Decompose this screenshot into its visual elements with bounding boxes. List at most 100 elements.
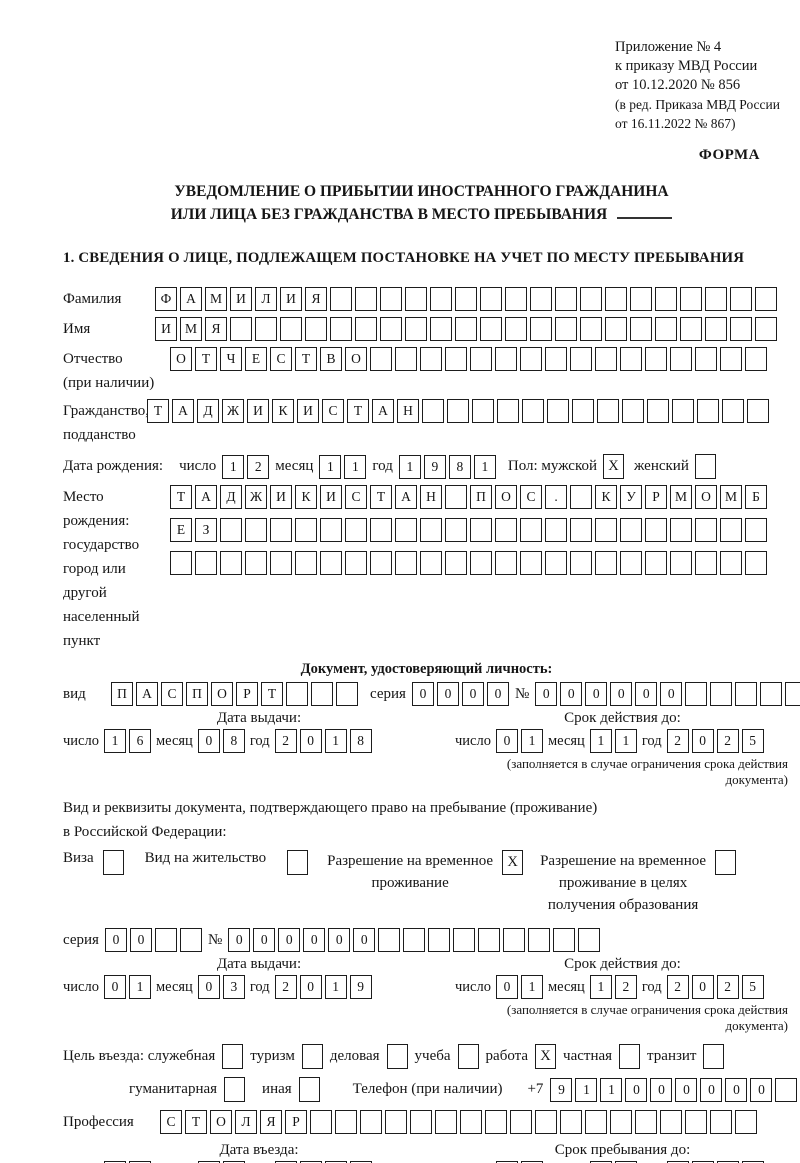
visa-checkbox[interactable] — [102, 850, 124, 875]
char-cell[interactable] — [710, 1110, 732, 1134]
char-cell[interactable] — [380, 287, 402, 311]
char-cell[interactable]: 1 — [319, 454, 342, 479]
char-cell[interactable]: 0 — [610, 682, 633, 706]
char-cell[interactable]: 0 — [278, 928, 301, 952]
char-cell[interactable]: О — [211, 682, 233, 706]
char-cell[interactable]: 0 — [486, 682, 509, 706]
char-cell[interactable]: П — [111, 682, 133, 706]
char-cell[interactable] — [685, 1110, 707, 1134]
char-cell[interactable]: 0 — [660, 682, 683, 706]
entry-day-input[interactable]: 27 — [103, 1161, 151, 1163]
char-cell[interactable] — [445, 518, 467, 542]
char-cell[interactable] — [472, 399, 494, 423]
char-cell[interactable] — [428, 928, 451, 952]
char-cell[interactable]: С — [161, 682, 183, 706]
char-cell[interactable] — [745, 347, 767, 371]
char-cell[interactable]: 2 — [274, 1161, 297, 1163]
char-cell[interactable]: Е — [245, 347, 267, 371]
char-cell[interactable]: Л — [255, 287, 277, 311]
char-cell[interactable]: О — [695, 485, 717, 509]
char-cell[interactable] — [605, 317, 627, 341]
char-cell[interactable]: 2 — [666, 975, 689, 999]
char-cell[interactable]: 1 — [614, 729, 637, 753]
char-cell[interactable] — [430, 287, 452, 311]
char-cell[interactable]: А — [395, 485, 417, 509]
char-cell[interactable] — [179, 928, 202, 952]
char-cell[interactable] — [670, 518, 692, 542]
char-cell[interactable]: Л — [235, 1110, 257, 1134]
char-cell[interactable]: 2 — [247, 454, 270, 479]
char-cell[interactable] — [478, 928, 501, 952]
char-cell[interactable]: С — [322, 399, 344, 423]
char-cell[interactable]: Н — [420, 485, 442, 509]
char-cell[interactable] — [695, 551, 717, 575]
purpose-official-checkbox[interactable] — [222, 1044, 244, 1069]
char-cell[interactable] — [695, 347, 717, 371]
char-cell[interactable] — [695, 518, 717, 542]
char-cell[interactable] — [580, 317, 602, 341]
char-cell[interactable] — [420, 518, 442, 542]
char-cell[interactable] — [745, 518, 767, 542]
char-cell[interactable]: Т — [195, 347, 217, 371]
char-cell[interactable]: И — [320, 485, 342, 509]
char-cell[interactable]: Ч — [220, 347, 242, 371]
char-cell[interactable] — [785, 682, 800, 706]
char-cell[interactable]: 2 — [666, 729, 689, 753]
char-cell[interactable] — [775, 1077, 798, 1102]
char-cell[interactable] — [220, 518, 242, 542]
char-cell[interactable]: Т — [170, 485, 192, 509]
char-cell[interactable] — [720, 551, 742, 575]
char-cell[interactable] — [555, 287, 577, 311]
purpose-humanitarian-checkbox[interactable] — [224, 1077, 246, 1102]
char-cell[interactable]: И — [155, 317, 177, 341]
char-cell[interactable] — [672, 399, 694, 423]
char-cell[interactable] — [572, 399, 594, 423]
char-cell[interactable]: 6 — [128, 729, 151, 753]
char-cell[interactable]: 0 — [535, 682, 558, 706]
char-cell[interactable] — [245, 551, 267, 575]
char-cell[interactable] — [735, 1110, 757, 1134]
char-cell[interactable]: 1 — [589, 975, 612, 999]
char-cell[interactable]: И — [230, 287, 252, 311]
char-cell[interactable]: 1 — [600, 1077, 623, 1102]
temp-residence-edu-checkbox[interactable] — [715, 850, 737, 875]
char-cell[interactable]: К — [295, 485, 317, 509]
char-cell[interactable] — [755, 287, 777, 311]
char-cell[interactable]: Т — [347, 399, 369, 423]
char-cell[interactable] — [445, 347, 467, 371]
char-cell[interactable]: 0 — [691, 975, 714, 999]
char-cell[interactable]: 0 — [691, 1161, 714, 1163]
char-cell[interactable] — [722, 399, 744, 423]
char-cell[interactable]: Т — [370, 485, 392, 509]
char-cell[interactable] — [520, 518, 542, 542]
char-cell[interactable]: А — [195, 485, 217, 509]
char-cell[interactable]: О — [495, 485, 517, 509]
char-cell[interactable] — [445, 551, 467, 575]
char-cell[interactable] — [530, 317, 552, 341]
temp-residence-checkbox[interactable]: X — [502, 850, 524, 875]
char-cell[interactable]: 0 — [495, 975, 518, 999]
char-cell[interactable] — [760, 682, 783, 706]
char-cell[interactable] — [480, 317, 502, 341]
char-cell[interactable]: 2 — [103, 1161, 126, 1163]
char-cell[interactable]: С — [345, 485, 367, 509]
char-cell[interactable]: 2 — [274, 975, 297, 999]
char-cell[interactable]: Ж — [245, 485, 267, 509]
char-cell[interactable] — [220, 551, 242, 575]
char-cell[interactable] — [630, 287, 652, 311]
char-cell[interactable] — [730, 317, 752, 341]
char-cell[interactable] — [470, 551, 492, 575]
char-cell[interactable]: 0 — [299, 975, 322, 999]
char-cell[interactable]: М — [720, 485, 742, 509]
char-cell[interactable]: 9 — [423, 454, 446, 479]
char-cell[interactable] — [553, 928, 576, 952]
char-cell[interactable] — [410, 1110, 432, 1134]
